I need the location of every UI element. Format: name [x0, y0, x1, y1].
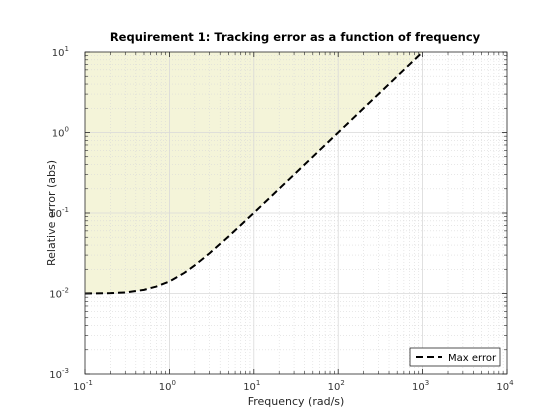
chart-title: Requirement 1: Tracking error as a funct…	[110, 30, 481, 44]
legend-entry-label: Max error	[448, 353, 497, 364]
plot-area	[84, 51, 508, 375]
y-axis-label: Relative error (abs)	[45, 160, 58, 266]
axis-ticks	[84, 51, 508, 375]
x-axis-label: Frequency (rad/s)	[248, 395, 345, 408]
legend: Max error	[409, 347, 501, 367]
max-error-line	[84, 51, 424, 295]
legend-box	[409, 347, 501, 367]
major-grid	[85, 52, 507, 374]
minor-grid	[85, 52, 507, 374]
